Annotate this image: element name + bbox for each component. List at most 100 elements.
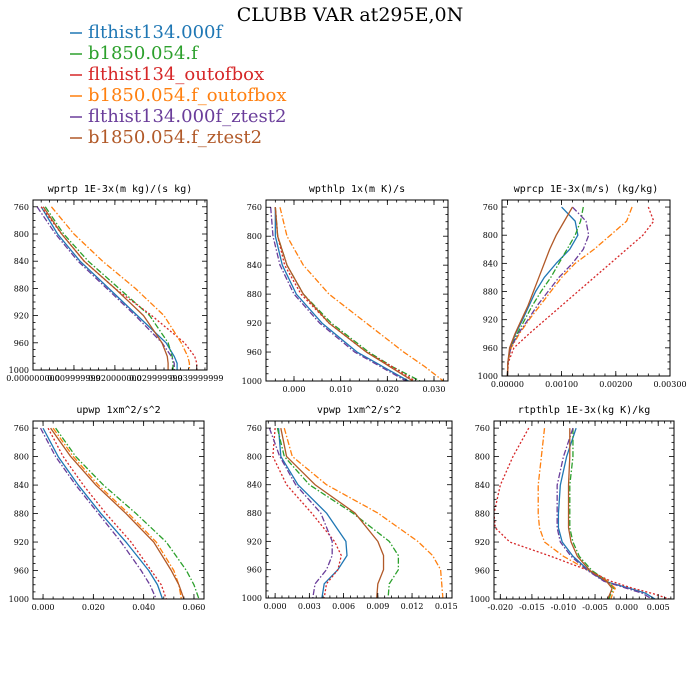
y-tick-label: 800 <box>247 452 262 461</box>
series-group <box>268 427 444 598</box>
y-tick-label: 840 <box>475 481 490 490</box>
series-group <box>39 427 200 599</box>
series-line-b1850-054-f-ztest2 <box>567 428 613 599</box>
legend-item-b1850-054-f-outofbox: b1850.054.f_outofbox <box>70 85 286 106</box>
series-group <box>506 206 655 376</box>
x-tick-label: 0.020000000 <box>88 374 141 383</box>
x-tick-label: 0.040 <box>132 603 155 612</box>
series-line-flthist134-000f-ztest2 <box>39 427 157 599</box>
y-tick-label: 960 <box>247 566 262 575</box>
y-tick-label: 760 <box>475 424 490 433</box>
y-tick-label: 1000 <box>9 366 29 375</box>
y-tick-label: 960 <box>14 567 29 576</box>
x-tick-label: 0.000 <box>615 603 638 612</box>
x-tick-label: 0.00300 <box>653 380 686 389</box>
y-tick-label: 1000 <box>242 594 262 603</box>
y-tick-label: 800 <box>14 230 29 239</box>
y-tick-label: 920 <box>483 316 498 325</box>
series-line-flthist134-000f <box>557 427 656 599</box>
series-line-b1850-054-f <box>276 427 400 598</box>
legend-label: b1850.054.f_ztest2 <box>88 127 262 148</box>
x-tick-label: 0.015 <box>435 602 458 611</box>
legend-item-b1850-054-f-ztest2: b1850.054.f_ztest2 <box>70 127 262 148</box>
plot-frame <box>501 199 671 377</box>
x-tick-label: 0.000 <box>264 602 287 611</box>
y-tick-label: 960 <box>247 348 262 357</box>
y-tick-label: 760 <box>14 203 29 212</box>
series-line-b1850-054-f-outofbox <box>506 206 633 376</box>
y-tick-label: 760 <box>247 424 262 433</box>
x-tick-label: -0.005 <box>582 603 608 612</box>
x-tick-label: 0.005 <box>647 603 670 612</box>
y-tick-label: 840 <box>14 481 29 490</box>
panel-title: wprcp 1E-3x(m/s) (kg/kg) <box>514 184 659 195</box>
x-tick-label: 0.010 <box>329 385 352 394</box>
series-line-b1850-054-f <box>55 427 200 599</box>
y-tick-label: 880 <box>483 288 498 297</box>
series-line-b1850-054-f <box>274 207 421 381</box>
y-tick-label: 840 <box>247 481 262 490</box>
panel-title: wprtp 1E-3x(m kg)/(s kg) <box>48 184 193 195</box>
y-tick-label: 880 <box>247 509 262 518</box>
x-tick-label: 0.006 <box>332 602 355 611</box>
x-tick-label: 0.039999999 <box>170 374 223 383</box>
series-line-b1850-054-f-ztest2 <box>506 206 574 376</box>
legend-item-flthist134-000f-ztest2: flthist134.000f_ztest2 <box>70 106 286 127</box>
panel-vpwp: vpwp 1xm^2/s^276080084088092096010000.00… <box>242 405 458 611</box>
y-tick-label: 800 <box>14 453 29 462</box>
x-tick-label: 0.000 <box>32 603 55 612</box>
x-tick-label: 0.00200 <box>599 380 632 389</box>
series-line-flthist134-outofbox <box>40 206 198 370</box>
y-tick-label: 760 <box>247 203 262 212</box>
panel-title: rtpthlp 1E-3x(kg K)/kg <box>518 405 650 416</box>
series-group <box>494 427 670 599</box>
x-tick-label: 0.020 <box>82 603 105 612</box>
x-tick-label: 0.060 <box>182 603 205 612</box>
y-tick-label: 760 <box>483 203 498 212</box>
y-tick-label: 840 <box>14 257 29 266</box>
panel-upwp: upwp 1xm^2/s^2 760 800 840 880 920 960 10000.00… <box>9 405 206 612</box>
series-line-flthist134-000f-ztest2 <box>268 427 333 598</box>
x-tick-label: 0.012 <box>401 602 424 611</box>
series-line-flthist134-outofbox <box>47 427 167 599</box>
series-line-b1850-054-f-outofbox <box>283 427 444 598</box>
y-tick-label: 1000 <box>478 372 498 381</box>
y-tick-label: 1000 <box>242 377 262 386</box>
series-line-flthist134-000f <box>274 207 409 381</box>
y-tick-label: 960 <box>475 567 490 576</box>
series-line-b1850-054-f-outofbox <box>52 427 183 599</box>
series-line-b1850-054-f <box>44 206 174 370</box>
y-tick-label: 840 <box>247 261 262 270</box>
x-tick-label: -0.015 <box>519 603 545 612</box>
y-tick-label: 920 <box>14 538 29 547</box>
plot-frame <box>493 420 675 600</box>
series-line-flthist134-000f <box>277 428 348 598</box>
plot-frame <box>265 199 449 382</box>
y-tick-label: 1000 <box>9 595 29 604</box>
panel-wprtp: wprtp 1E-3x(m kg)/(s kg) 760 800 840 880 920 9… <box>6 184 223 383</box>
series-group <box>270 207 444 381</box>
panel-wprcp: wprcp 1E-3x(m/s) (kg/kg) 760 800 840 880 920 9… <box>478 184 687 389</box>
plot-frame <box>32 199 208 371</box>
plot-frame <box>32 420 205 600</box>
series-line-flthist134-000f-ztest2 <box>506 206 590 376</box>
series-line-b1850-054-f-outofbox <box>279 207 444 381</box>
series-line-flthist134-000f <box>42 427 164 599</box>
panel-title: upwp 1xm^2/s^2 <box>76 405 160 416</box>
panel-rtpthlp: rtpthlp 1E-3x(kg K)/kg 760 800 840 880 920 960… <box>470 405 675 612</box>
legend-label: b1850.054.f_outofbox <box>88 85 286 106</box>
x-tick-label: -0.010 <box>551 603 577 612</box>
y-tick-label: 920 <box>14 312 29 321</box>
x-tick-label: 0.000 <box>283 385 306 394</box>
y-tick-label: 880 <box>14 284 29 293</box>
series-line-b1850-054-f-outofbox <box>537 428 616 599</box>
y-tick-label: 800 <box>483 231 498 240</box>
legend-label: flthist134_outofbox <box>88 64 264 85</box>
series-line-b1850-054-f <box>506 206 584 376</box>
x-tick-label: 0.003 <box>298 602 321 611</box>
panel-title: vpwp 1xm^2/s^2 <box>317 405 401 416</box>
series-line-flthist134-outofbox <box>494 427 670 599</box>
series-line-b1850-054-f-ztest2 <box>42 206 169 370</box>
series-line-flthist134-outofbox <box>272 428 342 598</box>
